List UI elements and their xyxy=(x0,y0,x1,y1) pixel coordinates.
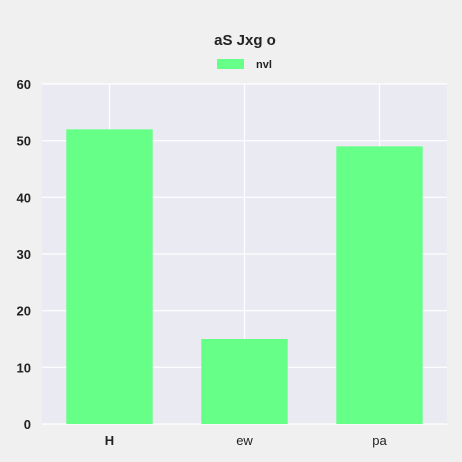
y-tick-label: 60 xyxy=(17,77,31,92)
legend-swatch xyxy=(217,59,244,69)
y-tick-label: 50 xyxy=(17,134,31,149)
chart-title: aS Jxg o xyxy=(214,32,276,49)
y-tick-label: 30 xyxy=(17,247,31,262)
y-tick-label: 40 xyxy=(17,190,31,205)
x-tick-label: H xyxy=(105,433,114,448)
y-tick-label: 20 xyxy=(17,304,31,319)
legend-label: nvl xyxy=(256,59,272,71)
bar-H xyxy=(66,129,153,425)
x-tick-label: pa xyxy=(372,433,387,448)
bar-pa xyxy=(336,146,423,425)
legend: nvl xyxy=(217,59,272,71)
y-axis-ticks: 0 10 20 30 40 50 60 xyxy=(17,77,31,432)
x-tick-label: ew xyxy=(236,433,253,448)
y-tick-label: 10 xyxy=(17,360,31,375)
y-tick-label: 0 xyxy=(24,417,31,432)
bars xyxy=(66,129,423,425)
bar-ew xyxy=(201,339,288,424)
